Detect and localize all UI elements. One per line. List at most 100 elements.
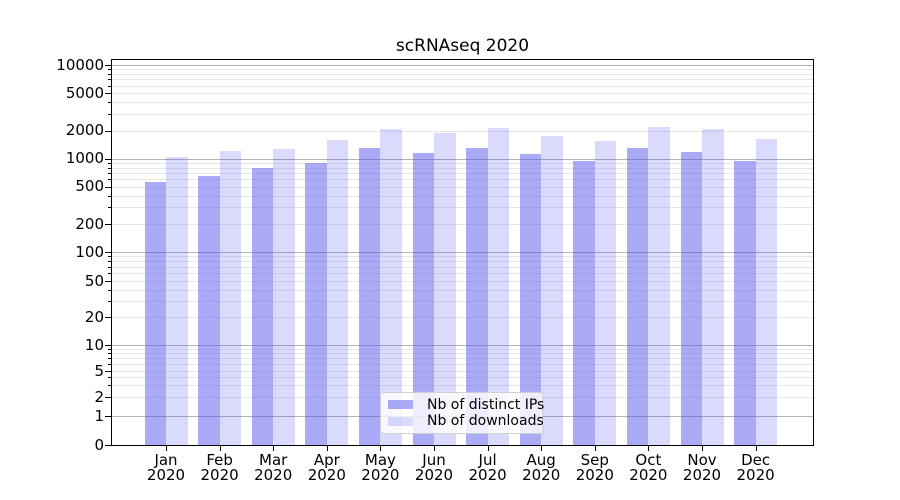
- minor-gridline: [112, 68, 813, 70]
- y-minor-tick-mark: [108, 272, 112, 274]
- y-minor-tick-mark: [108, 260, 112, 262]
- legend-item-distinct-ips: Nb of distinct IPs: [388, 397, 544, 413]
- bar-downloads: [702, 128, 724, 445]
- y-tick-mark: [105, 316, 112, 318]
- y-tick-label: 500: [75, 177, 104, 195]
- plot-area: [111, 59, 814, 446]
- bar-distinct-ips: [412, 152, 434, 445]
- minor-gridline: [112, 206, 813, 208]
- y-tick-mark: [105, 158, 112, 160]
- minor-gridline: [112, 78, 813, 80]
- y-tick-label: 20: [84, 307, 104, 326]
- bar-downloads: [541, 136, 563, 445]
- x-tick-label: Apr 2020: [307, 451, 346, 484]
- bar-distinct-ips: [251, 167, 274, 445]
- y-tick-label: 200: [75, 214, 104, 233]
- bar-distinct-ips: [198, 175, 220, 445]
- y-tick-mark: [105, 444, 112, 446]
- y-tick-mark: [105, 396, 112, 398]
- x-tick-label: Jun 2020: [414, 451, 454, 484]
- minor-gridline: [112, 280, 813, 282]
- minor-gridline: [112, 357, 813, 359]
- y-minor-tick-mark: [108, 352, 112, 354]
- major-gridline: [112, 251, 813, 253]
- minor-gridline: [112, 266, 813, 268]
- y-tick-label: 50: [84, 271, 104, 290]
- bar-distinct-ips: [626, 147, 649, 445]
- bar-downloads: [219, 151, 242, 445]
- x-tick-mark: [379, 446, 381, 451]
- y-minor-tick-mark: [108, 178, 112, 180]
- x-tick-mark: [594, 446, 596, 451]
- x-tick-mark: [540, 446, 542, 451]
- x-tick-label: Oct 2020: [629, 451, 668, 484]
- y-tick-label: 0: [94, 435, 104, 454]
- x-tick-mark: [487, 446, 489, 451]
- y-minor-tick-mark: [108, 363, 112, 365]
- minor-gridline: [112, 352, 813, 354]
- x-tick-mark: [755, 446, 757, 451]
- y-minor-tick-mark: [108, 113, 112, 115]
- bar-distinct-ips: [358, 147, 381, 445]
- y-minor-tick-mark: [108, 376, 112, 378]
- x-tick-label: May 2020: [361, 451, 400, 484]
- y-minor-tick-mark: [108, 68, 112, 70]
- minor-gridline: [112, 167, 813, 169]
- minor-gridline: [112, 255, 813, 257]
- y-minor-tick-mark: [108, 78, 112, 80]
- y-tick-mark: [105, 223, 112, 225]
- minor-gridline: [112, 113, 813, 115]
- bar-distinct-ips: [305, 163, 327, 445]
- y-tick-label: 10000: [56, 55, 104, 74]
- y-minor-tick-mark: [108, 357, 112, 359]
- y-minor-tick-mark: [108, 167, 112, 169]
- legend-swatch-downloads: [388, 416, 413, 426]
- minor-gridline: [112, 178, 813, 180]
- bar-downloads: [487, 127, 510, 445]
- y-tick-mark: [105, 370, 112, 372]
- bar-downloads: [380, 128, 402, 445]
- bar-downloads: [648, 126, 670, 445]
- y-minor-tick-mark: [108, 85, 112, 87]
- y-minor-tick-mark: [108, 289, 112, 291]
- y-tick-mark: [105, 415, 112, 417]
- x-tick-label: Jan 2020: [146, 451, 186, 484]
- minor-gridline: [112, 85, 813, 87]
- minor-gridline: [112, 384, 813, 386]
- y-minor-tick-mark: [108, 206, 112, 208]
- x-tick-mark: [701, 446, 703, 451]
- bar-distinct-ips: [144, 181, 166, 445]
- x-tick-mark: [219, 446, 221, 451]
- x-tick-label: Aug 2020: [522, 451, 561, 484]
- y-tick-mark: [105, 344, 112, 346]
- minor-gridline: [112, 363, 813, 365]
- minor-gridline: [112, 289, 813, 291]
- bar-downloads: [326, 139, 349, 445]
- x-tick-mark: [647, 446, 649, 451]
- y-tick-mark: [105, 280, 112, 282]
- major-gridline: [112, 344, 813, 346]
- bar-downloads: [755, 138, 778, 445]
- y-tick-mark: [105, 64, 112, 66]
- bar-distinct-ips: [573, 160, 595, 445]
- minor-gridline: [112, 223, 813, 225]
- x-tick-mark: [433, 446, 435, 451]
- bar-downloads: [273, 149, 295, 445]
- minor-gridline: [112, 272, 813, 274]
- y-minor-tick-mark: [108, 266, 112, 268]
- minor-gridline: [112, 130, 813, 132]
- x-tick-label: Sep 2020: [575, 451, 614, 484]
- bar-downloads: [594, 141, 617, 445]
- y-minor-tick-mark: [108, 172, 112, 174]
- y-minor-tick-mark: [108, 162, 112, 164]
- legend: Nb of distinct IPs Nb of downloads: [380, 392, 544, 434]
- y-tick-mark: [105, 130, 112, 132]
- x-tick-label: Jul 2020: [468, 451, 507, 484]
- y-minor-tick-mark: [108, 384, 112, 386]
- legend-item-downloads: Nb of downloads: [388, 413, 544, 429]
- bar-distinct-ips: [466, 147, 488, 445]
- major-gridline: [112, 64, 813, 66]
- y-minor-tick-mark: [108, 300, 112, 302]
- minor-gridline: [112, 376, 813, 378]
- y-tick-mark: [105, 251, 112, 253]
